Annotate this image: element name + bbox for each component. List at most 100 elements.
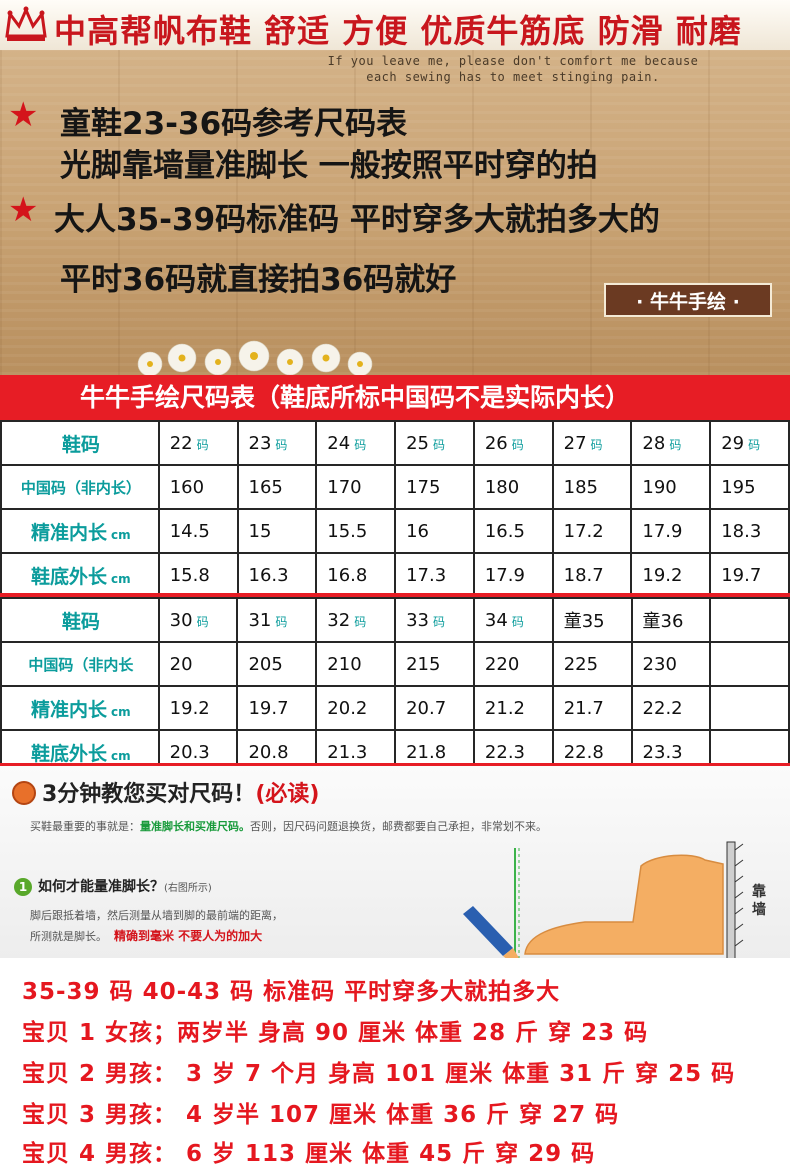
size-table-part-2: 鞋码 30 码 31 码 32 码 33 码 34 码 童35 童36 中国码（非内长 2…	[0, 597, 790, 775]
china-cell: 180	[472, 464, 554, 510]
title-bar: 中高帮帆布鞋 舒适 方便 优质牛筋底 防滑 耐磨	[0, 0, 790, 50]
size-cell: 25 码	[394, 420, 475, 466]
sole-cell: 19.2	[630, 552, 712, 598]
china-cell: 225	[551, 641, 633, 687]
sole-cell: 16.8	[315, 552, 397, 598]
page-title: 中高帮帆布鞋 舒适 方便 优质牛筋底 防滑 耐磨	[54, 12, 742, 50]
row-label-china-code: 中国码（非内长	[0, 641, 160, 687]
daisy-flowers-icon	[137, 340, 373, 375]
sole-cell: 17.3	[394, 552, 475, 598]
inner-cell: 15.5	[315, 508, 397, 554]
inner-cell: 21.2	[472, 685, 554, 731]
inner-cell: 15	[236, 508, 318, 554]
example-line: 宝贝 1 女孩；两岁半 身高 90 厘米 体重 28 斤 穿 23 码	[22, 1020, 649, 1046]
table-row: 精准内长 cm 19.2 19.7 20.2 20.7 21.2 21.7 22.…	[0, 685, 790, 731]
measure-guide: 3分钟教您买对尺码！(必读) 买鞋最重要的事就是：量准脚长和买准尺码。否则，因尺…	[0, 763, 790, 958]
row-label-size: 鞋码	[0, 597, 160, 643]
size-cell: 28 码	[630, 420, 712, 466]
size-cell: 34 码	[472, 597, 554, 643]
row-label-china-code: 中国码（非内长）	[0, 464, 160, 510]
table-row: 鞋码 22 码 23 码 24 码 25 码 26 码 27 码 28 码 29 码	[0, 420, 790, 466]
inner-cell: 19.2	[157, 685, 239, 731]
sole-cell: 16.3	[236, 552, 318, 598]
china-cell: 215	[394, 641, 475, 687]
guide-title: 3分钟教您买对尺码！(必读)	[12, 776, 319, 808]
row-label-inner-length: 精准内长 cm	[0, 685, 160, 731]
china-cell: 175	[394, 464, 475, 510]
hero-banner: 中高帮帆布鞋 舒适 方便 优质牛筋底 防滑 耐磨 If you leave me…	[0, 0, 790, 375]
inner-cell: 16.5	[472, 508, 554, 554]
brand-badge: · 牛牛手绘 ·	[604, 283, 772, 317]
china-cell: 220	[472, 641, 554, 687]
row-label-size: 鞋码	[0, 420, 160, 466]
sole-cell: 19.7	[709, 552, 790, 598]
size-cell: 24 码	[315, 420, 397, 466]
sole-cell: 17.9	[472, 552, 554, 598]
foot-measure-icon	[463, 841, 744, 958]
inner-cell: 17.9	[630, 508, 712, 554]
size-cell: 童35	[551, 597, 633, 643]
guide-question: 1 如何才能量准脚长？(右图所示)	[14, 876, 212, 896]
sole-cell: 18.7	[551, 552, 633, 598]
crown-icon	[5, 6, 47, 41]
english-quote: If you leave me, please don't comfort me…	[327, 54, 699, 84]
example-line: 35-39 码 40-43 码 标准码 平时穿多大就拍多大	[22, 979, 561, 1005]
note-line-1: 童鞋23-36码参考尺码表	[60, 106, 408, 142]
inner-cell: 20.7	[394, 685, 475, 731]
size-chart: 牛牛手绘尺码表（鞋底所标中国码不是实际内长） 鞋码 22 码 23 码 24 码 25…	[0, 375, 790, 775]
size-cell: 22 码	[157, 420, 239, 466]
inner-cell: 20.2	[315, 685, 397, 731]
china-cell: 205	[236, 641, 318, 687]
size-chart-title: 牛牛手绘尺码表（鞋底所标中国码不是实际内长）	[0, 375, 790, 420]
row-label-inner-length: 精准内长 cm	[0, 508, 160, 554]
size-cell: 26 码	[472, 420, 554, 466]
china-cell: 165	[236, 464, 318, 510]
china-cell: 160	[157, 464, 239, 510]
example-line: 宝贝 3 男孩： 4 岁半 107 厘米 体重 36 斤 穿 27 码	[22, 1102, 620, 1128]
china-cell: 190	[630, 464, 712, 510]
size-cell: 30 码	[157, 597, 239, 643]
size-cell: 33 码	[394, 597, 475, 643]
guide-intro: 买鞋最重要的事就是：量准脚长和买准尺码。否则，因尺码问题退换货，邮费都要自己承担…	[30, 820, 547, 833]
inner-cell: 14.5	[157, 508, 239, 554]
china-cell: 170	[315, 464, 397, 510]
note-line-2: 光脚靠墙量准脚长 一般按照平时穿的拍	[60, 148, 598, 184]
wall-label: 靠墙	[752, 884, 766, 918]
china-cell: 210	[315, 641, 397, 687]
size-cell: 32 码	[315, 597, 397, 643]
china-cell: 195	[709, 464, 790, 510]
example-line: 宝贝 2 男孩： 3 岁 7 个月 身高 101 厘米 体重 31 斤 穿 25…	[22, 1061, 736, 1087]
example-line: 宝贝 4 男孩： 6 岁 113 厘米 体重 45 斤 穿 29 码	[22, 1141, 596, 1167]
inner-cell: 22.2	[630, 685, 712, 731]
china-cell	[709, 641, 790, 687]
row-label-sole-length: 鞋底外长 cm	[0, 552, 160, 598]
inner-cell: 18.3	[709, 508, 790, 554]
sole-cell: 15.8	[157, 552, 239, 598]
inner-cell: 21.7	[551, 685, 633, 731]
note-line-3: 大人35-39码标准码 平时穿多大就拍多大的	[54, 202, 660, 238]
guide-description: 脚后跟抵着墙，然后测量从墙到脚的最前端的距离， 所测就是脚长。 精确到毫米 不要…	[30, 909, 283, 943]
table-row: 中国码（非内长） 160 165 170 175 180 185 190 195	[0, 464, 790, 510]
step-number-icon: 1	[14, 878, 32, 896]
size-cell: 27 码	[551, 420, 633, 466]
size-cell: 29 码	[709, 420, 790, 466]
table-row: 精准内长 cm 14.5 15 15.5 16 16.5 17.2 17.9 18…	[0, 508, 790, 554]
customer-examples: 35-39 码 40-43 码 标准码 平时穿多大就拍多大 宝贝 1 女孩；两岁…	[0, 958, 790, 1173]
red-star-icon: ★	[8, 190, 39, 230]
note-line-4: 平时36码就直接拍36码就好	[60, 262, 457, 298]
size-cell: 童36	[630, 597, 712, 643]
clock-icon	[12, 781, 36, 805]
inner-cell: 17.2	[551, 508, 633, 554]
table-row: 鞋底外长 cm 15.8 16.3 16.8 17.3 17.9 18.7 19.…	[0, 552, 790, 598]
size-cell: 31 码	[236, 597, 318, 643]
table-row: 鞋码 30 码 31 码 32 码 33 码 34 码 童35 童36	[0, 597, 790, 643]
inner-cell: 16	[394, 508, 475, 554]
size-cell	[709, 597, 790, 643]
inner-cell: 19.7	[236, 685, 318, 731]
red-star-icon: ★	[8, 95, 39, 135]
table-divider	[0, 593, 790, 597]
china-cell: 185	[551, 464, 633, 510]
china-cell: 230	[630, 641, 712, 687]
size-cell: 23 码	[236, 420, 318, 466]
size-table-part-1: 鞋码 22 码 23 码 24 码 25 码 26 码 27 码 28 码 29 码 中国码（非…	[0, 420, 790, 598]
